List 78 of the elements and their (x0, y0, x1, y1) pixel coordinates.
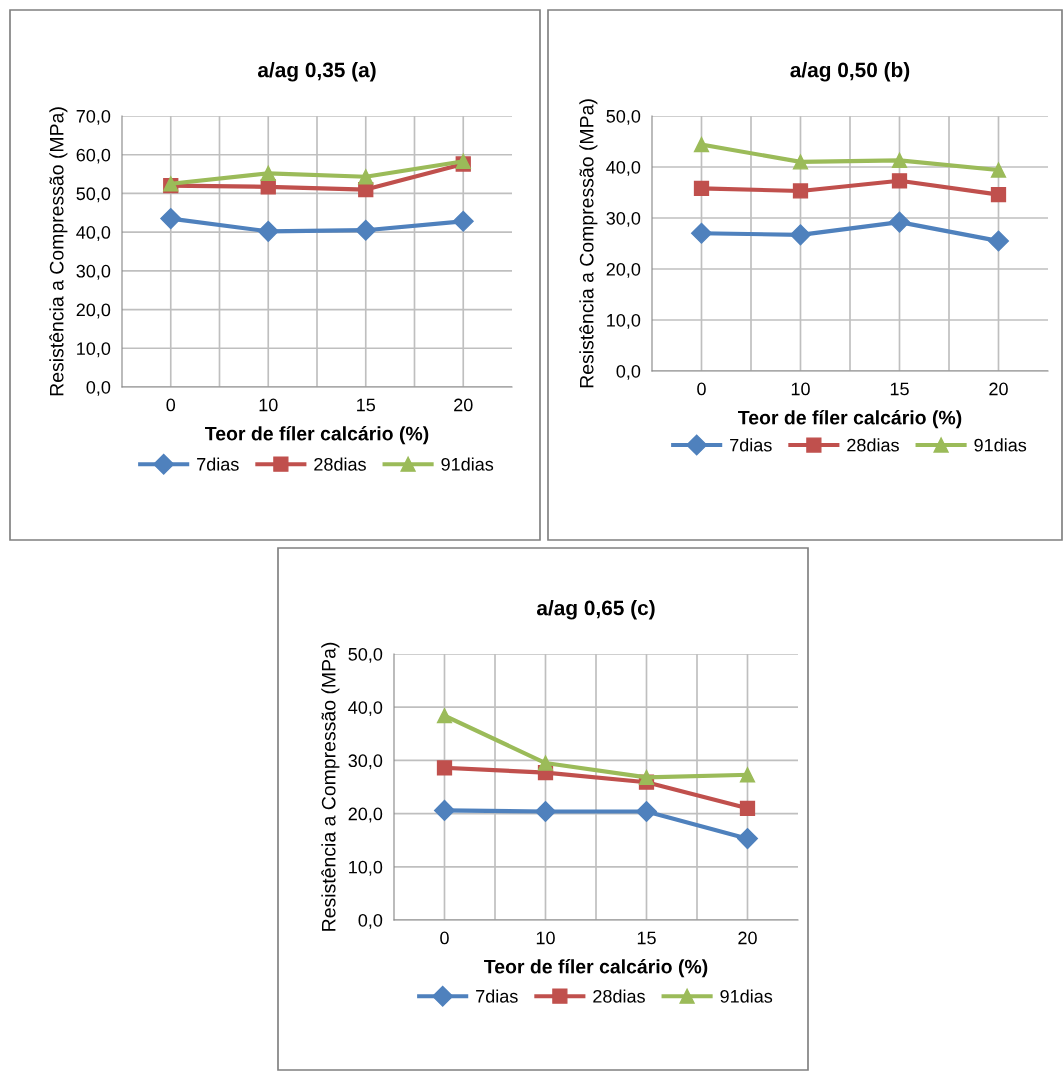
legend-label: 91dias (441, 457, 494, 471)
x-tick-label: 20 (454, 398, 473, 412)
point (433, 799, 456, 821)
y-tick-label: 50,0 (348, 647, 383, 663)
x-tick-label: 0 (697, 382, 706, 396)
x-tick-label: 0 (440, 931, 449, 945)
point (452, 210, 474, 232)
point (792, 183, 809, 199)
y-tick-label: 10,0 (349, 860, 383, 876)
x-axis-title: Teor de fíler calcário (%) (738, 410, 962, 429)
point (260, 165, 276, 181)
point (792, 154, 809, 170)
point (990, 186, 1007, 203)
y-tick-label: 40,0 (348, 701, 383, 717)
legend-label: 28dias (847, 438, 899, 452)
y-axis-title: Resistência a Compressão (MPa) (49, 107, 68, 396)
y-tick-label: 30,0 (606, 211, 641, 227)
legend-label: 28dias (314, 457, 366, 471)
point (436, 708, 453, 724)
legend-label: 7dias (730, 438, 772, 452)
y-tick-label: 50,0 (76, 187, 111, 203)
y-tick-label: 70,0 (76, 109, 111, 125)
x-tick-label: 15 (357, 398, 376, 412)
point (693, 136, 710, 153)
point (690, 222, 713, 244)
y-tick-label: 30,0 (348, 754, 383, 770)
x-axis-title: Teor de fíler calcário (%) (205, 426, 429, 445)
x-axis-title: Teor de fíler calcário (%) (484, 959, 708, 978)
point (537, 755, 554, 771)
point (534, 800, 557, 822)
x-tick-label: 10 (259, 398, 278, 412)
point (739, 767, 756, 783)
point (436, 760, 453, 776)
y-axis-title: Resistência a Compressão (MPa) (321, 642, 340, 931)
y-tick-label: 40,0 (606, 160, 641, 176)
y-tick-label: 10,0 (77, 342, 111, 358)
point (990, 162, 1007, 178)
point (638, 769, 655, 786)
point (888, 211, 911, 233)
y-tick-label: 20,0 (76, 303, 111, 319)
point (160, 208, 182, 230)
y-tick-label: 40,0 (76, 226, 111, 241)
legend-label: 7dias (476, 989, 518, 1003)
y-tick-label: 10,0 (607, 313, 641, 329)
point (987, 230, 1010, 252)
y-tick-label: 20,0 (348, 807, 383, 823)
y-tick-label: 0,0 (358, 913, 383, 929)
point (635, 800, 658, 822)
y-tick-label: 50,0 (606, 109, 641, 125)
y-tick-label: 0,0 (86, 380, 111, 396)
legend-label: 91dias (720, 989, 773, 1003)
y-tick-label: 0,0 (616, 364, 641, 380)
legend-label: 7dias (197, 457, 239, 471)
point (257, 220, 279, 242)
point (891, 173, 908, 189)
point (693, 180, 710, 197)
legend-label: 91dias (974, 438, 1027, 452)
y-axis-title: Resistência a Compressão (MPa) (579, 99, 598, 388)
chart-title: a/ag 0,65 (c) (536, 600, 655, 620)
x-tick-label: 10 (791, 382, 810, 396)
y-tick-label: 30,0 (76, 264, 111, 280)
chart-title: a/ag 0,35 (a) (257, 62, 376, 82)
x-tick-label: 0 (166, 398, 176, 412)
x-tick-label: 15 (637, 931, 656, 945)
chart-title: a/ag 0,50 (b) (790, 62, 910, 82)
y-tick-label: 20,0 (606, 262, 641, 278)
point (789, 224, 812, 246)
point (891, 152, 908, 169)
legend-label: 28dias (593, 989, 645, 1003)
point (358, 169, 374, 185)
x-tick-label: 10 (536, 931, 555, 945)
y-tick-label: 60,0 (76, 148, 111, 164)
x-tick-label: 15 (890, 382, 909, 396)
point (736, 828, 759, 850)
point (355, 219, 377, 241)
x-tick-label: 20 (989, 382, 1008, 396)
point (739, 800, 756, 816)
x-tick-label: 20 (738, 931, 757, 945)
